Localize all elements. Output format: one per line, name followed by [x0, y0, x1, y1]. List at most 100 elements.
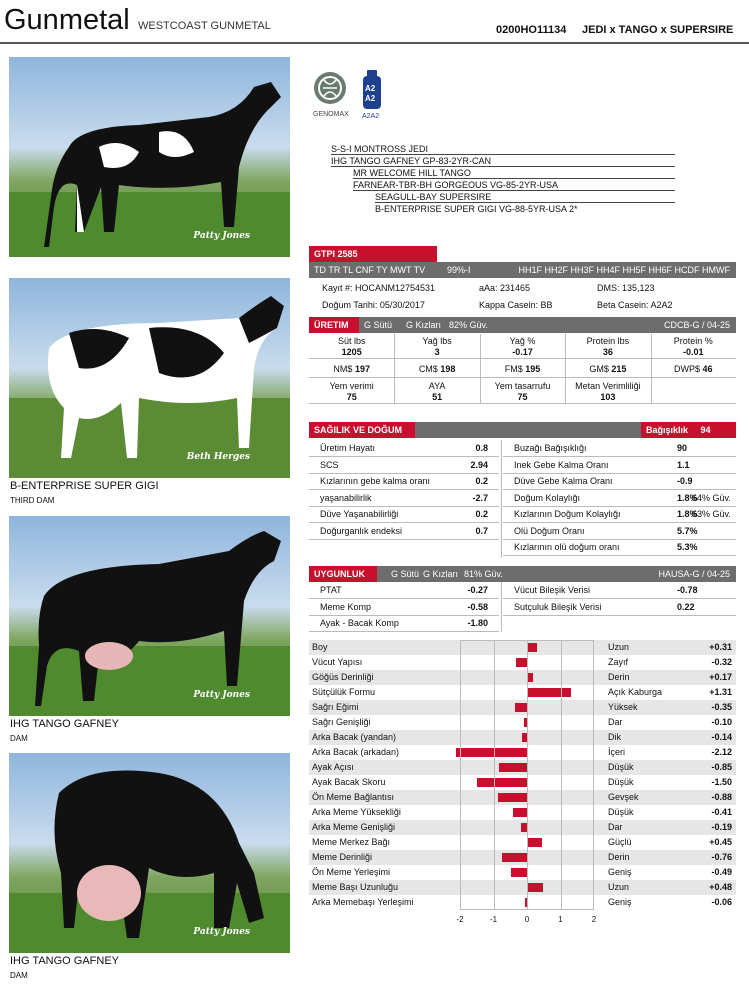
index-value: 198 — [440, 364, 456, 374]
efficiency-label: Yem verimi — [329, 381, 374, 391]
conformation-source: HAUSA-G / 04-25 — [658, 569, 730, 579]
trait-descriptor: Açık Kaburga — [608, 687, 663, 697]
g-kizlari-label: G Kızları — [423, 569, 459, 579]
composite-value: -1.80 — [467, 618, 488, 628]
bull-full-name: WESTCOAST GUNMETAL — [138, 20, 271, 32]
health-trait-value: 1.8% — [677, 509, 698, 519]
efficiency-label: Yem tasarrufu — [494, 381, 551, 391]
immunity-value: 94 — [700, 425, 711, 435]
dam-photo-1: Patty Jones — [9, 516, 290, 716]
pedigree-short: JEDI x TANGO x SUPERSIRE — [582, 24, 734, 36]
health-trait-label: Kızlarının Doğum Kolaylığı — [514, 509, 621, 519]
photo-credit: Beth Herges — [186, 452, 250, 462]
trait-row: Arka Meme Yüksekliği Düşük -0.41 — [309, 805, 736, 820]
trait-descriptor: Uzun — [608, 882, 630, 892]
trait-bar — [527, 643, 538, 652]
g-sutu-label: G Sütü — [364, 320, 393, 330]
gridline — [493, 640, 495, 910]
row-divider — [503, 505, 736, 507]
health-trait-label: Üretim Hayatı — [320, 443, 376, 453]
pedigree-3rd-dam: B-ENTERPRISE SUPER GIGI VG-88-5YR-USA 2* — [375, 204, 578, 214]
production-reliability: 82% Güv. — [449, 320, 488, 330]
row-divider — [503, 456, 736, 457]
trait-row: Ön Meme Yerleşimi Geniş -0.49 — [309, 865, 736, 880]
row-divider — [309, 598, 499, 599]
trait-value: -1.50 — [711, 777, 732, 787]
trait-value: -0.06 — [711, 897, 732, 907]
trait-bar — [455, 748, 527, 757]
trait-value: +0.45 — [709, 837, 732, 847]
trait-bar — [523, 718, 527, 727]
immunity-label: Bağışıklık — [646, 425, 689, 435]
dms-code: DMS: 135,123 — [597, 283, 655, 293]
pedigree-dam: IHG TANGO GAFNEY GP-83-2YR-CAN — [331, 155, 675, 167]
third-dam-photo: Beth Herges — [9, 278, 290, 478]
production-value: 3 — [434, 347, 440, 357]
trait-value: -0.19 — [711, 822, 732, 832]
beta-casein: Beta Casein: A2A2 — [597, 300, 673, 310]
trait-bar — [515, 703, 527, 712]
trait-descriptor: Derin — [608, 852, 630, 862]
kappa-casein: Kappa Casein: BB — [479, 300, 553, 310]
efficiency-value: 75 — [346, 392, 357, 402]
trait-descriptor: Derin — [608, 672, 630, 682]
trait-value: -0.14 — [711, 732, 732, 742]
trait-descriptor: Güçlü — [608, 837, 632, 847]
aaa-code: aAa: 231465 — [479, 283, 531, 293]
x-tick-label: -1 — [489, 915, 498, 924]
trait-row: Meme Başı Uzunluğu Uzun +0.48 — [309, 880, 736, 895]
composite-value: -0.58 — [467, 601, 488, 612]
trait-descriptor: Dar — [608, 822, 623, 832]
trait-name: Arka Meme Genişliği — [312, 822, 396, 832]
efficiency-label: AYA — [428, 381, 446, 391]
gridline — [560, 640, 562, 910]
production-value: 1205 — [341, 347, 362, 357]
trait-descriptor: Dar — [608, 717, 623, 727]
row-divider — [309, 456, 499, 457]
x-tick-label: -2 — [456, 915, 464, 924]
trait-descriptor: Düşük — [608, 777, 634, 787]
page-header: Gunmetal WESTCOAST GUNMETAL 0200HO11134 … — [0, 0, 749, 44]
row-divider — [309, 472, 499, 474]
efficiency-value: 103 — [600, 392, 616, 402]
row-divider — [503, 522, 736, 523]
health-trait-label: Düve Gebe Kalma Oranı — [514, 476, 613, 486]
milk-bottle-icon — [363, 70, 381, 109]
trait-bar — [497, 793, 527, 802]
table-divider — [565, 334, 567, 403]
row-divider — [503, 598, 736, 599]
trait-row: Sütçülük Formu Açık Kaburga +1.31 — [309, 685, 736, 700]
a2-label: A2A2 — [362, 113, 380, 120]
health-trait-label: Olü Doğum Oranı — [514, 525, 585, 536]
trait-bar — [510, 868, 527, 877]
health-trait-value: 0.2 — [475, 509, 488, 519]
trait-value: -0.76 — [711, 852, 732, 862]
trait-name: Meme Derinliği — [312, 852, 373, 862]
row-divider — [309, 522, 499, 523]
health-trait-reliability: 64% Güv. — [692, 492, 731, 503]
trait-descriptor: Düşük — [608, 807, 634, 817]
row-divider — [309, 631, 499, 632]
table-divider — [309, 377, 736, 378]
health-bar — [309, 422, 736, 438]
efficiency-value: 51 — [432, 392, 443, 402]
trait-descriptor: Gevşek — [608, 792, 639, 802]
trait-row: Arka Bacak (arkadan) İçeri -2.12 — [309, 745, 736, 760]
trait-name: Ayak Açısı — [312, 762, 354, 772]
pedigree-sire: S-S-I MONTROSS JEDI — [331, 143, 675, 155]
gtpi-bar: TD TR TL CNF TY MWT TV 99%-I HH1F HH2F H… — [309, 262, 736, 278]
trait-descriptor: Geniş — [608, 897, 632, 907]
health-trait-label: Kızlarının olü doğum oranı — [514, 542, 620, 552]
bull-code: 0200HO11134 — [496, 24, 567, 36]
production-source: CDCB-G / 04-25 — [663, 320, 730, 330]
trait-bar — [516, 658, 527, 667]
trait-descriptor: Zayıf — [608, 657, 629, 667]
table-divider — [479, 334, 481, 403]
column-divider — [501, 582, 502, 632]
trait-bar — [527, 838, 543, 847]
conformation-bar: G Sütü G Kızları 81% Güv. HAUSA-G / 04-2… — [309, 566, 736, 582]
bull-name: Gunmetal — [4, 4, 130, 36]
trait-name: Sağrı Genişliği — [312, 717, 371, 727]
trait-bar — [513, 808, 527, 817]
trait-descriptor: Uzun — [608, 642, 630, 652]
